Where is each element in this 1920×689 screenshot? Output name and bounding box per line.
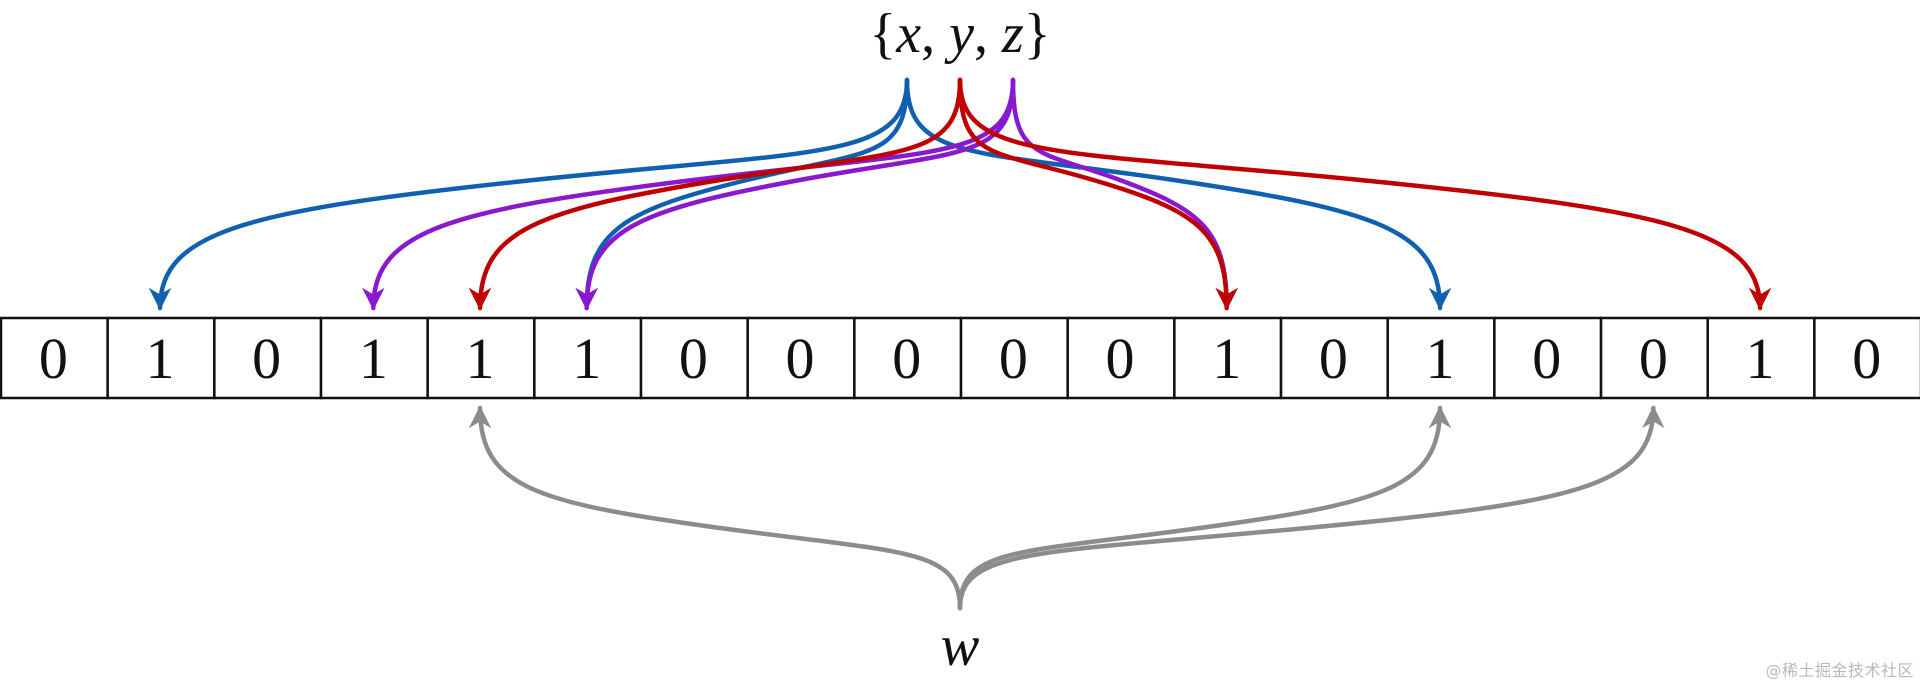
hash-arrow-z <box>362 77 1016 311</box>
element-z-label: z <box>1001 3 1024 65</box>
bit-value: 1 <box>466 326 495 391</box>
bit-cell <box>959 316 1069 400</box>
bit-cell <box>1386 316 1496 400</box>
set-separator-2: , <box>974 3 1002 65</box>
bit-cell <box>0 316 109 400</box>
hash-arrow-x <box>148 77 910 311</box>
hash-arrow-y <box>957 77 1772 311</box>
bit-value: 0 <box>892 326 921 391</box>
query-label-w: w <box>941 613 980 678</box>
set-label: {x, y, z} <box>869 3 1050 65</box>
bit-value: 0 <box>1852 326 1881 391</box>
element-y-label: y <box>944 3 974 65</box>
query-arrow-w <box>957 405 1452 611</box>
bit-value: 0 <box>252 326 281 391</box>
bit-value: 0 <box>679 326 708 391</box>
element-x-label: x <box>895 3 921 65</box>
bit-cell <box>319 316 429 400</box>
bit-cell <box>1279 316 1389 400</box>
watermark: @稀土掘金技术社区 <box>1765 661 1914 680</box>
query-arrow-w <box>468 405 963 611</box>
bit-value: 1 <box>1212 326 1241 391</box>
hash-arrow-y <box>957 77 1238 311</box>
hash-arrow-z <box>1010 77 1238 311</box>
bit-cell <box>213 316 323 400</box>
bit-value: 0 <box>39 326 68 391</box>
set-separator-1: , <box>921 3 949 65</box>
bit-value: 0 <box>1532 326 1561 391</box>
set-brace-open: { <box>869 3 896 65</box>
bit-value: 0 <box>999 326 1028 391</box>
arrows-x <box>148 77 1452 311</box>
bit-value: 0 <box>1639 326 1668 391</box>
bit-cell <box>533 316 643 400</box>
bit-array: 0 1 0 1 1 1 0 0 0 0 0 1 0 1 0 0 1 0 <box>0 316 1920 400</box>
hash-arrow-x <box>904 77 1452 311</box>
bit-cell <box>1813 316 1920 400</box>
hash-arrow-y <box>468 77 963 311</box>
bit-value: 1 <box>572 326 601 391</box>
hash-arrow-x <box>575 77 910 311</box>
set-brace-close: } <box>1024 3 1051 65</box>
arrows-y <box>468 77 1772 311</box>
query-arrow-w <box>957 405 1665 611</box>
bit-value: 0 <box>1106 326 1135 391</box>
bit-value: 1 <box>146 326 175 391</box>
bit-value: 0 <box>786 326 815 391</box>
bit-value: 1 <box>1426 326 1455 391</box>
bit-cell <box>106 316 216 400</box>
bit-cell <box>1066 316 1176 400</box>
bit-value: 1 <box>359 326 388 391</box>
bit-cell <box>1173 316 1283 400</box>
arrows-z <box>362 77 1238 311</box>
arrows-w <box>468 405 1665 611</box>
bit-value: 0 <box>1319 326 1348 391</box>
bit-value: 1 <box>1746 326 1775 391</box>
